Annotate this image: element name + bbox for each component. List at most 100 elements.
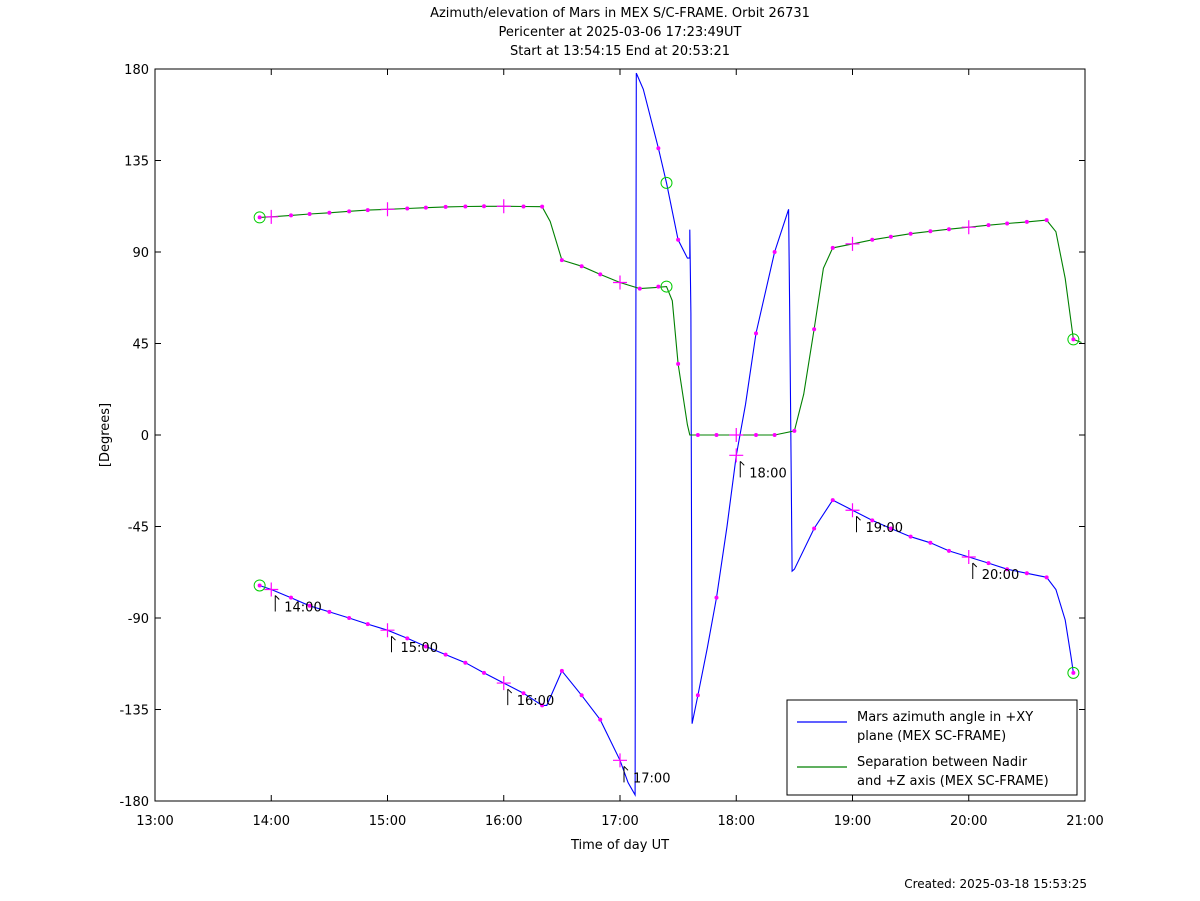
event-circle: [660, 176, 673, 189]
x-tick-label: 17:00: [601, 814, 638, 829]
data-point: [676, 361, 681, 366]
data-markers: [253, 146, 1080, 768]
time-annotations: 14:00 15:00 16:00 17:00 18:00 19:00 20:00: [274, 460, 1019, 786]
legend-box: [786, 699, 1078, 796]
event-circle: [253, 579, 266, 592]
data-point: [365, 622, 370, 627]
annotation-arrow: [623, 765, 629, 783]
data-point: [812, 327, 817, 332]
x-tick-label: 16:00: [485, 814, 522, 829]
data-point: [1024, 219, 1029, 224]
created-timestamp: Created: 2025-03-18 15:53:25: [904, 877, 1087, 891]
chart-title: Azimuth/elevation of Mars in MEX S/C-FRA…: [430, 6, 810, 59]
annotation-arrow: [391, 635, 396, 653]
annotation-label: 17:00: [633, 771, 670, 786]
x-tick-label: 18:00: [718, 814, 755, 829]
data-point: [307, 603, 312, 608]
data-point: [695, 693, 700, 698]
legend-label: Separation between Nadir: [857, 755, 1028, 770]
hour-marker: [845, 503, 860, 518]
annotation-arrow: [739, 460, 745, 478]
annotation-label: 15:00: [401, 641, 438, 656]
hour-marker: [961, 550, 976, 564]
data-point: [888, 234, 893, 239]
data-point: [579, 264, 584, 269]
y-tick-label: 180: [124, 63, 149, 78]
x-tick-label: 14:00: [253, 814, 290, 829]
data-point: [714, 595, 719, 600]
data-point: [792, 428, 797, 433]
hour-marker: [264, 209, 279, 224]
annotation-label: 16:00: [517, 694, 554, 709]
event-circle: [1067, 333, 1080, 346]
data-point: [463, 204, 468, 209]
data-point: [521, 204, 526, 209]
data-point: [772, 250, 777, 254]
data-point: [540, 204, 545, 209]
series-line-2: [259, 205, 1082, 436]
legend-label: plane (MEX SC-FRAME): [857, 729, 1006, 744]
plot-frame: [154, 68, 1086, 802]
y-tick-label: 135: [124, 155, 149, 170]
x-tick-label: 13:00: [136, 814, 173, 829]
data-point: [946, 227, 951, 232]
data-point: [986, 223, 991, 228]
event-circle: [1067, 666, 1080, 679]
data-point: [986, 561, 991, 566]
hour-marker: [961, 220, 976, 235]
data-point: [1005, 567, 1010, 572]
data-point: [443, 204, 448, 209]
data-point: [1005, 221, 1010, 226]
x-tick-label: 19:00: [834, 814, 871, 829]
y-tick-label: -45: [128, 521, 149, 536]
x-tick-label: 20:00: [950, 814, 987, 829]
data-point: [812, 526, 817, 531]
data-point: [579, 693, 584, 698]
legend: Mars azimuth angle in +XY plane (MEX SC-F…: [786, 699, 1078, 796]
hour-marker: [496, 676, 511, 691]
data-point: [257, 583, 262, 588]
legend-label: and +Z axis (MEX SC-FRAME): [857, 774, 1049, 789]
data-point: [656, 284, 661, 289]
data-point: [928, 229, 933, 234]
data-point: [463, 660, 468, 665]
title-line: Pericenter at 2025-03-06 17:23:49UT: [498, 25, 741, 40]
data-point: [908, 231, 913, 236]
data-point: [908, 534, 913, 539]
axis-ticks: 13:00 14:00 15:00 16:00 17:00 18:00 19:00 20:00…: [119, 63, 1103, 829]
data-point: [946, 548, 951, 553]
data-point: [772, 433, 777, 437]
y-axis-label: [Degrees]: [98, 403, 113, 467]
hour-marker: [496, 199, 511, 214]
annotation-arrow: [507, 688, 513, 706]
data-point: [559, 258, 564, 263]
data-point: [481, 670, 486, 675]
data-point: [888, 526, 893, 531]
title-line: Start at 13:54:15 End at 20:53:21: [510, 44, 730, 59]
event-circle: [660, 280, 673, 293]
series-line-1: [259, 72, 1074, 797]
data-point: [540, 703, 545, 708]
data-point: [598, 272, 603, 277]
data-point: [870, 237, 875, 242]
data-point: [423, 644, 428, 649]
data-point: [327, 609, 332, 614]
data-point: [443, 652, 448, 657]
data-point: [405, 206, 410, 211]
x-tick-label: 15:00: [369, 814, 406, 829]
y-tick-label: 90: [132, 246, 149, 261]
hour-marker: [380, 623, 395, 638]
data-point: [714, 433, 719, 437]
hour-marker: [264, 582, 279, 597]
hour-marker: [613, 275, 627, 290]
hour-marker: [613, 753, 627, 768]
data-point: [656, 146, 661, 151]
legend-label: Mars azimuth angle in +XY: [857, 710, 1033, 725]
data-point: [598, 717, 603, 722]
data-point: [754, 331, 759, 336]
hour-marker: [845, 236, 860, 251]
annotation-arrow: [274, 595, 280, 612]
data-point: [1044, 575, 1049, 580]
data-point: [347, 209, 352, 214]
